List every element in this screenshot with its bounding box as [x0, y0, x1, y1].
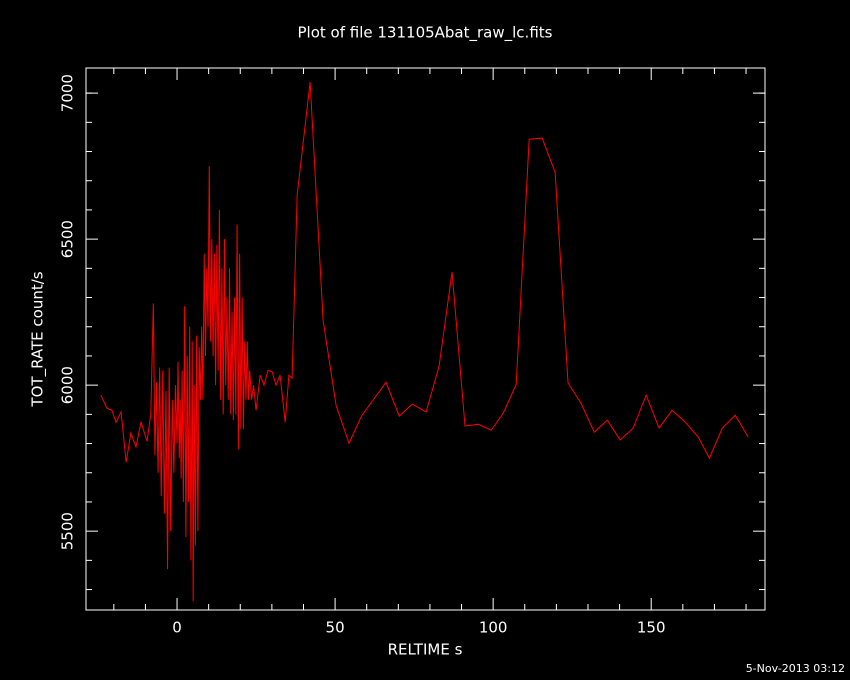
light-curve [100, 81, 749, 602]
x-tick-label: 150 [637, 619, 666, 637]
plot-frame [85, 67, 766, 611]
y-tick-label: 6500 [59, 220, 77, 258]
chart-title: Plot of file 131105Abat_raw_lc.fits [298, 24, 553, 43]
y-tick-label: 5500 [59, 512, 77, 550]
y-axis-label: TOT_RATE count/s [29, 271, 48, 407]
x-tick-label: 50 [326, 619, 345, 637]
timestamp: 5-Nov-2013 03:12 [746, 662, 845, 675]
x-tick-label: 100 [479, 619, 508, 637]
x-axis-label: RELTIME s [388, 641, 463, 659]
x-tick-label: 0 [172, 619, 182, 637]
y-tick-label: 6000 [59, 366, 77, 404]
y-tick-label: 7000 [59, 74, 77, 112]
